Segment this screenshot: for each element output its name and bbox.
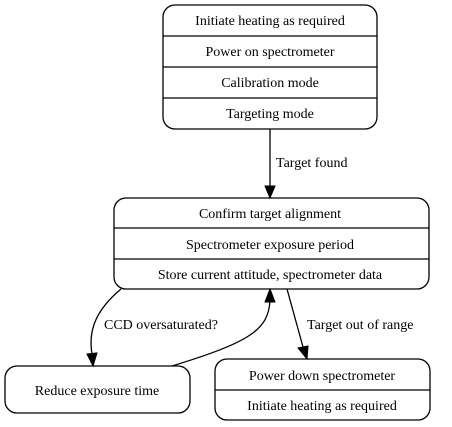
arrowhead-icon xyxy=(264,287,276,303)
edge-line xyxy=(286,288,304,348)
observe-node-box xyxy=(113,197,430,290)
observe-row-exposure-period: Spectrometer exposure period xyxy=(186,238,354,253)
shutdown-row-power-down: Power down spectrometer xyxy=(249,369,396,384)
arrowhead-icon xyxy=(86,352,98,368)
shutdown-row-heating: Initiate heating as required xyxy=(247,399,397,414)
edge-line xyxy=(171,300,271,367)
edge-line xyxy=(90,288,122,355)
edge-target-out-of-range: Target out of range xyxy=(286,288,413,361)
edge-ccd-oversaturated: CCD oversaturated? xyxy=(86,288,218,368)
reduce-node: Reduce exposure time xyxy=(4,365,191,414)
edge-label-target-found: Target found xyxy=(276,156,347,171)
startup-row-power-on: Power on spectrometer xyxy=(205,45,334,60)
reduce-exposure-label: Reduce exposure time xyxy=(35,384,159,399)
edge-target-found: Target found xyxy=(264,129,347,200)
observe-node: Confirm target alignment Spectrometer ex… xyxy=(113,197,430,290)
edge-reduce-return xyxy=(171,287,276,367)
arrowhead-icon xyxy=(264,185,276,200)
startup-row-calibration: Calibration mode xyxy=(221,76,319,91)
startup-node: Initiate heating as required Power on sp… xyxy=(162,4,378,130)
observe-row-confirm-alignment: Confirm target alignment xyxy=(199,207,341,222)
startup-row-targeting: Targeting mode xyxy=(226,107,314,122)
arrowhead-icon xyxy=(297,345,309,361)
observe-row-store-data: Store current attitude, spectrometer dat… xyxy=(158,268,383,283)
startup-row-heating: Initiate heating as required xyxy=(195,14,345,29)
shutdown-node: Power down spectrometer Initiate heating… xyxy=(214,358,431,421)
reduce-node-box xyxy=(4,365,191,414)
edge-label-ccd-oversaturated: CCD oversaturated? xyxy=(104,318,218,333)
edge-label-target-out-of-range: Target out of range xyxy=(307,318,413,333)
